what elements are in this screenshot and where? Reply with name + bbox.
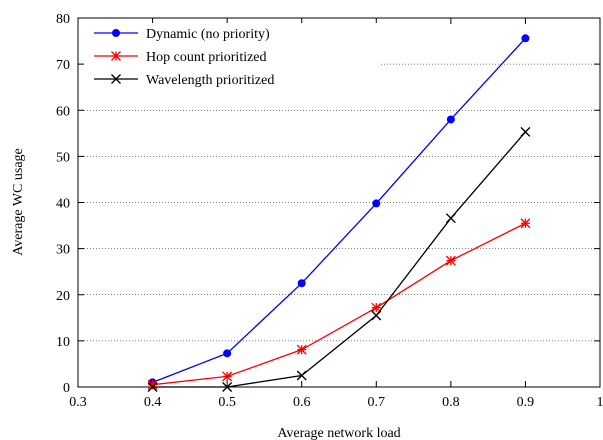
- y-tick-label: 60: [56, 104, 70, 119]
- x-tick-label: 0.8: [442, 395, 460, 410]
- data-point: [520, 126, 531, 137]
- y-tick-label: 0: [63, 381, 70, 396]
- axis-ticks: 0 10 20 30 40 50 60 70 80 0.3 0.4 0.5 0.6 0.7 0.8 0.9 1: [56, 12, 603, 410]
- series-line: [152, 37, 526, 383]
- y-tick-label: 10: [56, 335, 70, 350]
- data-point: [371, 302, 382, 313]
- data-point: [147, 379, 158, 390]
- data-point: [371, 310, 382, 321]
- data-point: [445, 213, 456, 224]
- y-tick-label: 30: [56, 243, 70, 258]
- x-tick-label: 0.9: [517, 395, 535, 410]
- data-point: [520, 218, 531, 229]
- series-line: [152, 222, 526, 386]
- x-tick-label: 1: [597, 395, 603, 410]
- data-point: [111, 74, 121, 84]
- series-2: [147, 126, 531, 392]
- data-point: [147, 382, 158, 392]
- legend-label: Dynamic (no priority): [146, 27, 270, 42]
- data-point: [296, 344, 307, 355]
- series-1: [147, 218, 531, 390]
- legend-item: Wavelength prioritized: [94, 73, 274, 88]
- series-line: [152, 131, 526, 388]
- legend-item: Dynamic (no priority): [94, 27, 270, 42]
- legend: Dynamic (no priority) Hop count prioritiz…: [84, 23, 379, 93]
- data-point: [446, 115, 455, 124]
- y-tick-label: 50: [56, 150, 70, 165]
- data-point: [222, 371, 233, 382]
- x-axis-label: Average network load: [277, 426, 400, 440]
- data-point: [297, 279, 306, 288]
- data-point: [445, 255, 456, 266]
- series-layer: [147, 34, 531, 392]
- data-point: [222, 382, 233, 392]
- legend-label: Wavelength prioritized: [146, 73, 274, 88]
- data-point: [112, 29, 120, 37]
- data-point: [521, 34, 530, 43]
- y-tick-label: 80: [56, 12, 70, 27]
- data-point: [111, 51, 121, 61]
- x-tick-label: 0.3: [69, 395, 87, 410]
- data-point: [223, 349, 232, 358]
- x-tick-label: 0.5: [218, 395, 236, 410]
- legend-background: [84, 23, 379, 93]
- x-tick-label: 0.4: [144, 395, 162, 410]
- legend-item: Hop count prioritized: [94, 50, 267, 65]
- y-tick-label: 70: [56, 58, 70, 73]
- x-tick-label: 0.6: [293, 395, 311, 410]
- data-point: [296, 370, 307, 381]
- y-tick-label: 20: [56, 289, 70, 304]
- y-tick-label: 40: [56, 197, 70, 212]
- x-tick-label: 0.7: [368, 395, 386, 410]
- grid-lines: [78, 63, 600, 342]
- legend-label: Hop count prioritized: [146, 50, 267, 65]
- data-point: [372, 199, 381, 208]
- y-axis-label: Average WC usage: [11, 148, 26, 256]
